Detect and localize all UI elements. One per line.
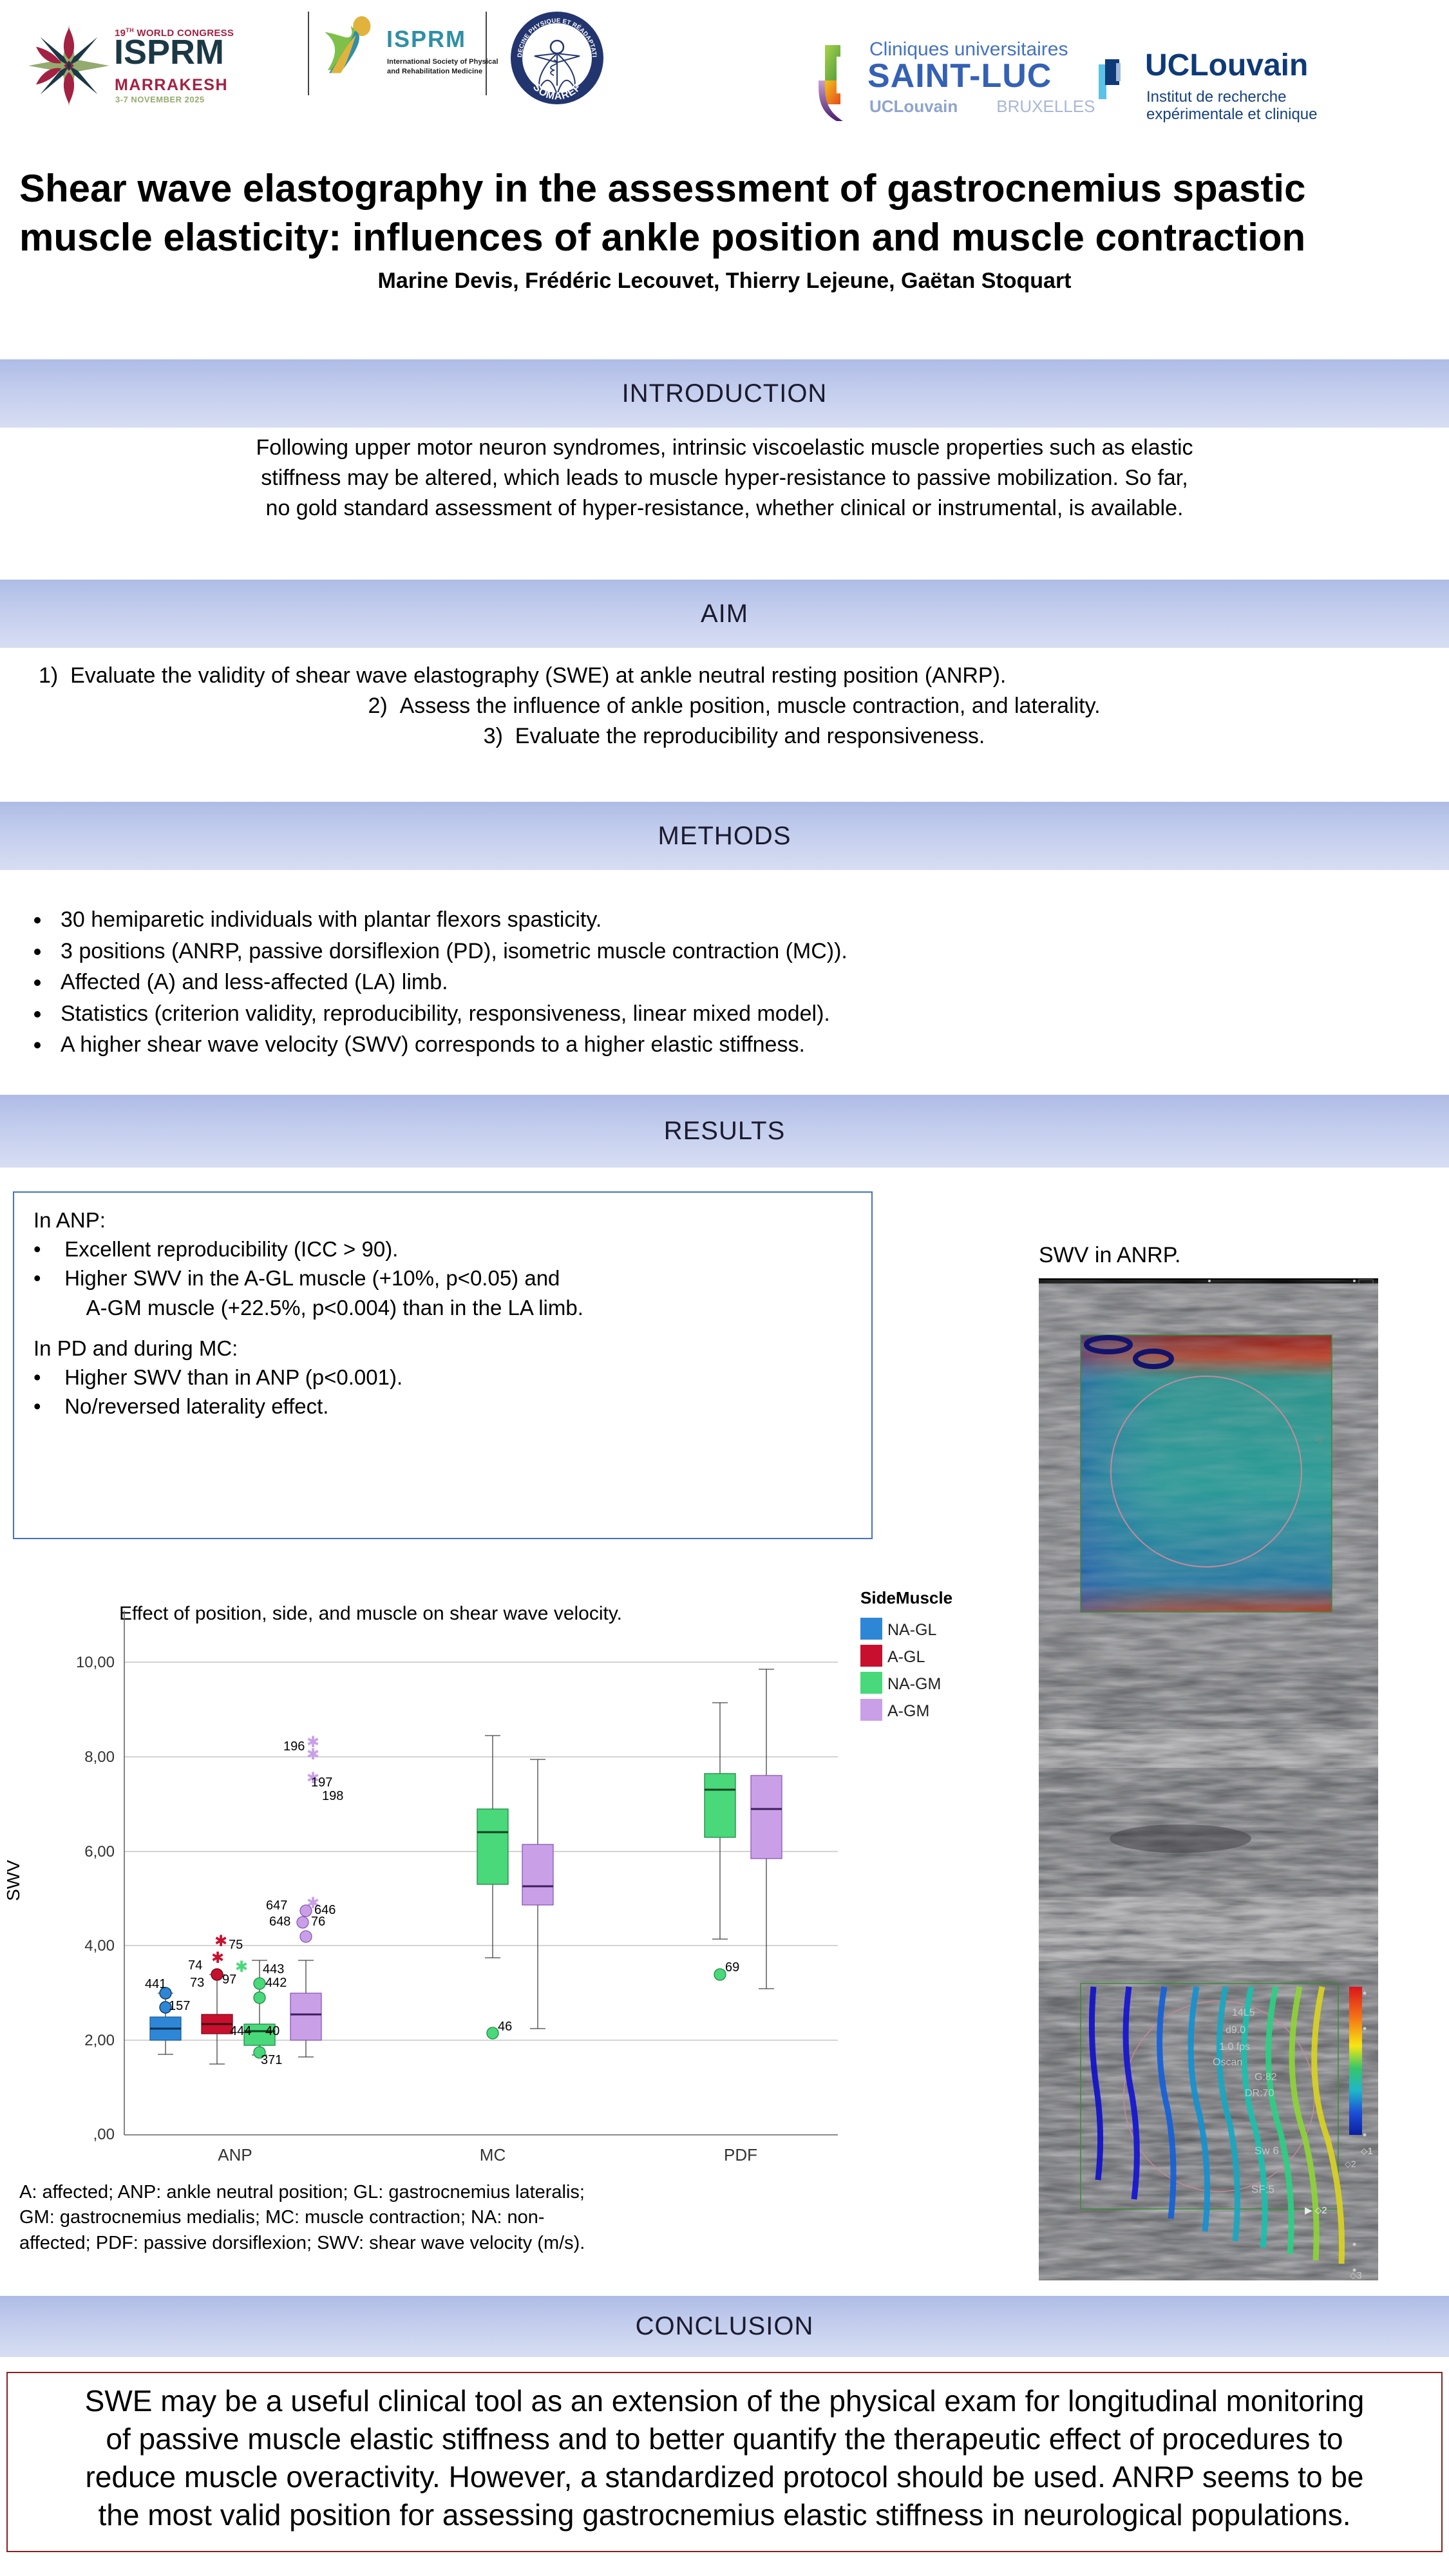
- svg-text:8,00: 8,00: [84, 1748, 115, 1766]
- svg-text:1.0 fps: 1.0 fps: [1219, 2041, 1250, 2052]
- svg-text:157: 157: [169, 1999, 190, 2013]
- svg-text:DR:70: DR:70: [1245, 2088, 1274, 2099]
- svg-text:371: 371: [261, 2053, 282, 2067]
- svg-text:4,00: 4,00: [84, 1937, 115, 1955]
- svg-text:A-GM: A-GM: [887, 1702, 929, 1720]
- svg-text:97: 97: [222, 1973, 236, 1987]
- svg-text:Oscan: Oscan: [1213, 2057, 1242, 2068]
- svg-text:76: 76: [311, 1915, 325, 1929]
- svg-text:✱: ✱: [235, 1958, 248, 1976]
- svg-text:NA-GM: NA-GM: [887, 1675, 941, 1693]
- svg-text:d9.0: d9.0: [1226, 2025, 1245, 2036]
- svg-text:✱: ✱: [307, 1746, 319, 1763]
- svg-text:6,00: 6,00: [84, 1843, 115, 1861]
- svg-text:74: 74: [188, 1958, 202, 1973]
- svg-text:ANP: ANP: [218, 2145, 252, 2164]
- svg-text:443: 443: [263, 1962, 284, 1976]
- svg-text:⬦3: ⬦3: [1350, 2270, 1362, 2280]
- svg-text:NA-GL: NA-GL: [887, 1621, 937, 1639]
- svg-text:14L5: 14L5: [1232, 2007, 1255, 2018]
- svg-text:69: 69: [725, 1960, 739, 1975]
- svg-text:Effect of position, side, and: Effect of position, side, and muscle on …: [119, 1603, 622, 1624]
- svg-text:SWV: SWV: [3, 1860, 23, 1901]
- svg-text:10,00: 10,00: [76, 1654, 115, 1671]
- svg-text:A-GL: A-GL: [887, 1648, 925, 1666]
- svg-text:648: 648: [269, 1915, 290, 1929]
- svg-text:197: 197: [311, 1776, 332, 1790]
- svg-text:40: 40: [265, 2024, 279, 2038]
- svg-text:75: 75: [229, 1938, 243, 1952]
- svg-text:2,00: 2,00: [84, 2032, 115, 2049]
- svg-text:MC: MC: [480, 2145, 506, 2164]
- svg-text:46: 46: [498, 2020, 512, 2034]
- svg-text:444: 444: [230, 2024, 251, 2038]
- svg-text:⬦1: ⬦1: [1361, 2146, 1373, 2157]
- svg-text:SideMuscle: SideMuscle: [860, 1588, 952, 1607]
- svg-text:PDF: PDF: [724, 2145, 757, 2164]
- svg-text:⬩2: ⬩2: [1316, 1435, 1323, 1444]
- svg-text:✱: ✱: [211, 1949, 224, 1967]
- svg-text:647: 647: [266, 1899, 287, 1913]
- svg-text:⬦2: ⬦2: [1345, 2159, 1356, 2169]
- svg-text:198: 198: [322, 1789, 343, 1803]
- svg-text:196: 196: [283, 1739, 305, 1754]
- svg-text:G:82: G:82: [1255, 2072, 1277, 2083]
- svg-text:441: 441: [145, 1977, 166, 1991]
- svg-text:✱: ✱: [214, 1933, 227, 1950]
- svg-text:Sw 6: Sw 6: [1255, 2145, 1279, 2157]
- svg-text:73: 73: [190, 1976, 204, 1990]
- svg-text:,00: ,00: [93, 2126, 115, 2143]
- svg-text:442: 442: [265, 1976, 287, 1990]
